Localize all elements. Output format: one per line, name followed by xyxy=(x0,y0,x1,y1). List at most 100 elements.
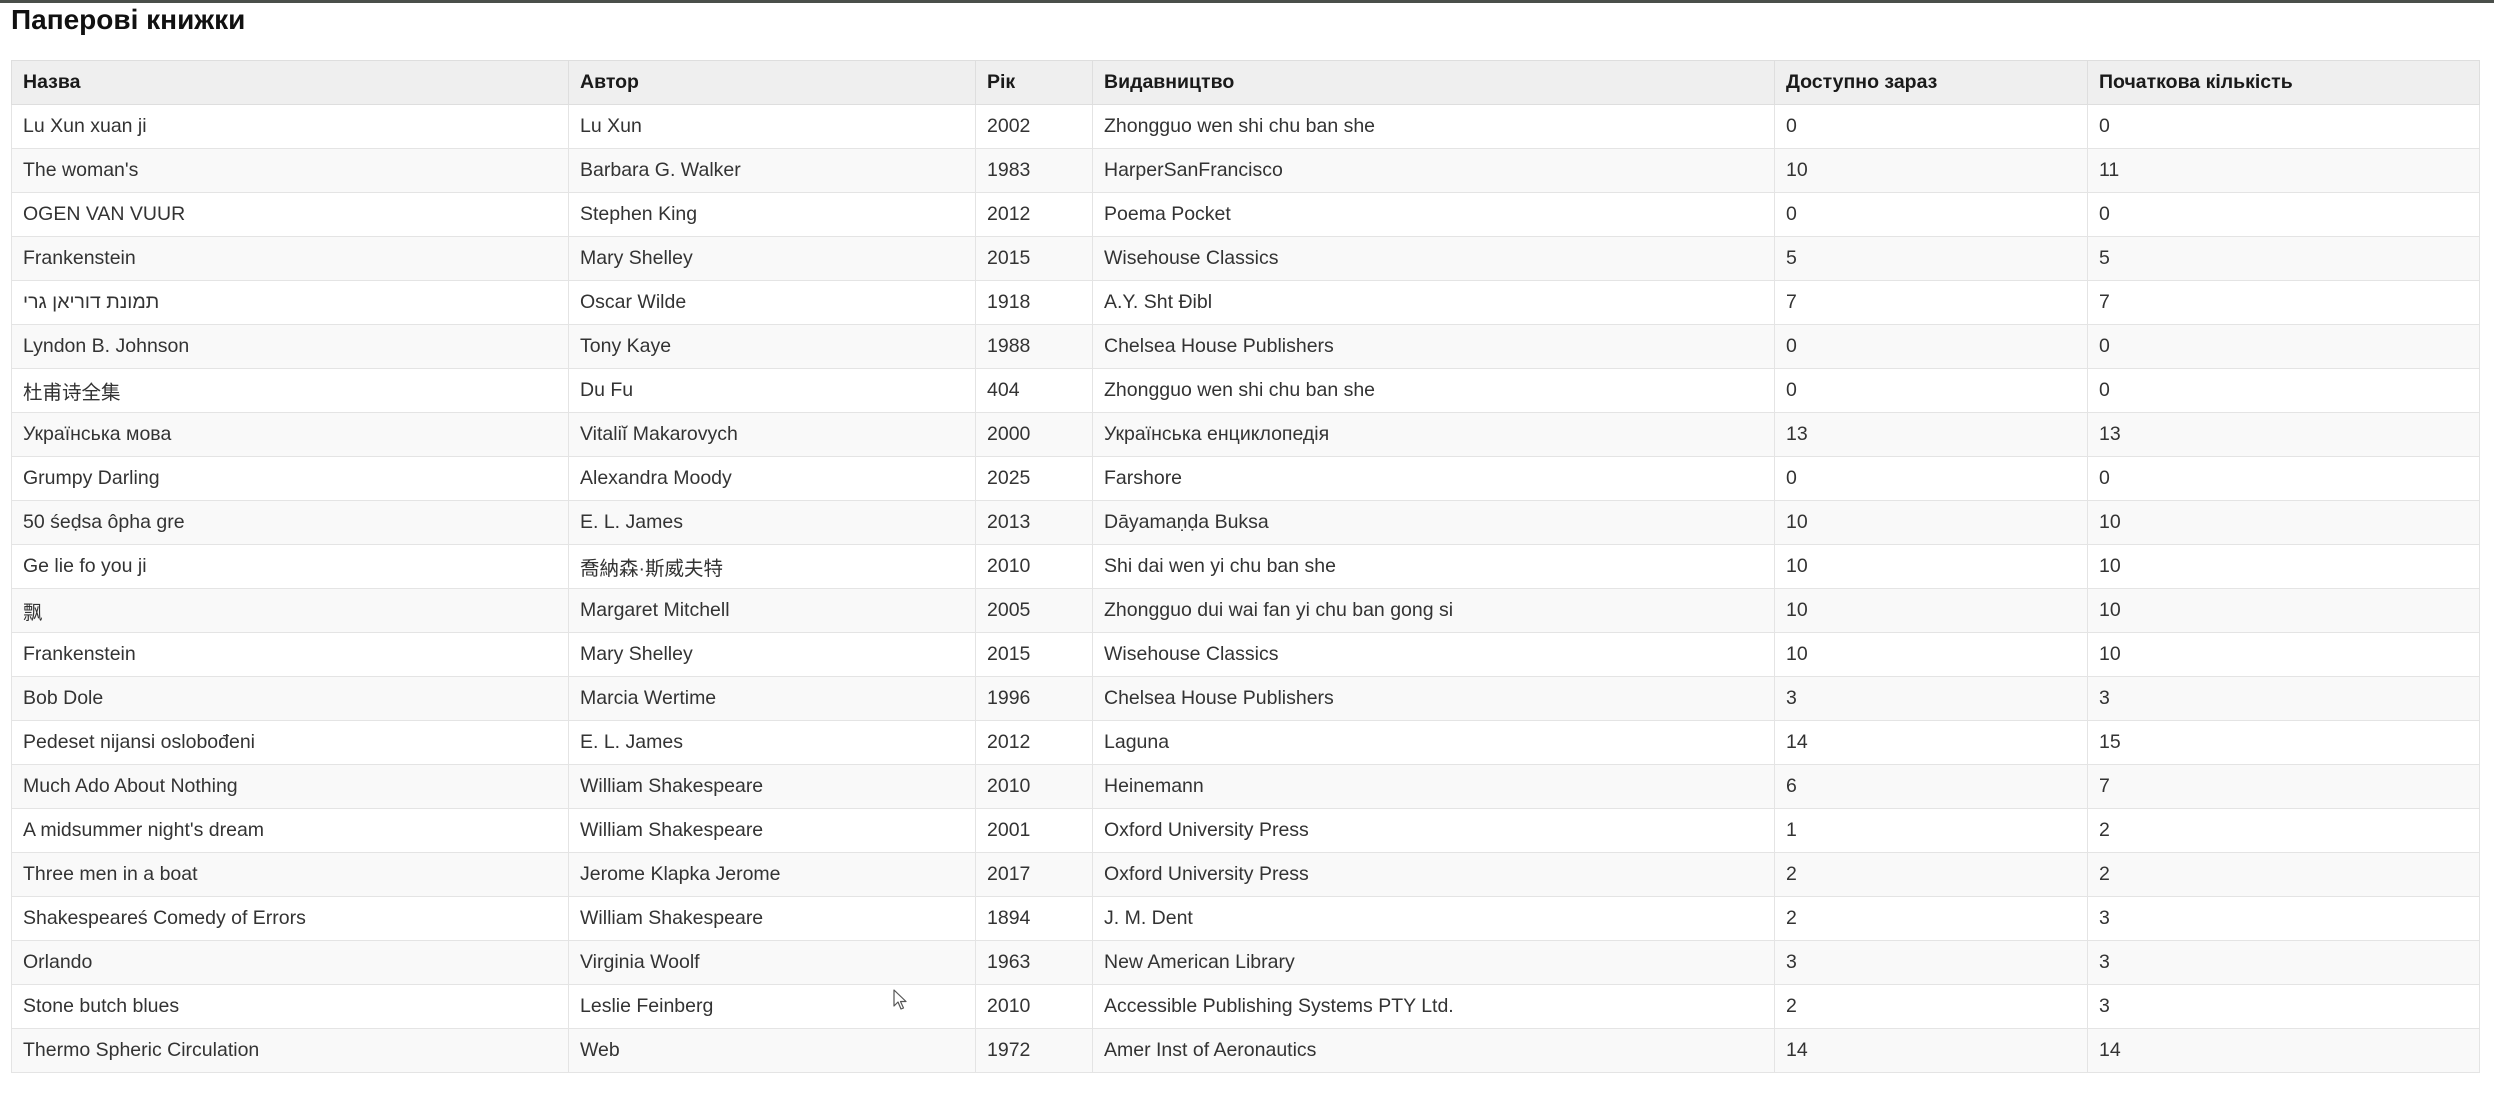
cell-initial-quantity: 0 xyxy=(2087,104,2480,149)
column-header-initial-quantity[interactable]: Початкова кількість xyxy=(2087,60,2480,105)
books-table-container: Назва Автор Рік Видавництво Доступно зар… xyxy=(11,60,2480,1073)
cell-year: 2012 xyxy=(975,192,1093,237)
top-divider xyxy=(0,0,2494,3)
cell-year: 404 xyxy=(975,368,1093,413)
cell-initial-quantity: 10 xyxy=(2087,544,2480,589)
cell-initial-quantity: 3 xyxy=(2087,984,2480,1029)
cell-available: 2 xyxy=(1774,984,2088,1029)
cell-title: OGEN VAN VUUR xyxy=(11,192,569,237)
cell-available: 5 xyxy=(1774,236,2088,281)
table-row[interactable]: Українська мова Vitaliĭ Makarovych 2000 Укр… xyxy=(11,412,2480,457)
table-row[interactable]: Ge lie fo you ji 喬納森·斯威夫特 2010 Shi dai wen … xyxy=(11,544,2480,589)
cell-year: 2015 xyxy=(975,632,1093,677)
cell-title: Frankenstein xyxy=(11,236,569,281)
table-row[interactable]: Thermo Spheric Circulation Web 1972 Amer In… xyxy=(11,1028,2480,1073)
table-row[interactable]: Shakespeareś Comedy of Errors William Sha… xyxy=(11,896,2480,941)
cell-available: 2 xyxy=(1774,852,2088,897)
cell-title: 50 śeḍsa ôpha gre xyxy=(11,500,569,545)
cell-publisher: Dāyamaṇḍa Buksa xyxy=(1092,500,1775,545)
cell-initial-quantity: 7 xyxy=(2087,764,2480,809)
table-row[interactable]: 飘 Margaret Mitchell 2005 Zhongguo dui wai f… xyxy=(11,588,2480,633)
cell-author: E. L. James xyxy=(568,720,976,765)
cell-year: 2017 xyxy=(975,852,1093,897)
cell-available: 6 xyxy=(1774,764,2088,809)
table-row[interactable]: A midsummer night's dream William Shakesp… xyxy=(11,808,2480,853)
cell-available: 1 xyxy=(1774,808,2088,853)
table-row[interactable]: Lu Xun xuan ji Lu Xun 2002 Zhongguo wen shi… xyxy=(11,104,2480,149)
cell-publisher: Wisehouse Classics xyxy=(1092,236,1775,281)
table-row[interactable]: 50 śeḍsa ôpha gre E. L. James 2013 Dāyamaṇḍ… xyxy=(11,500,2480,545)
cell-publisher: J. M. Dent xyxy=(1092,896,1775,941)
column-header-author[interactable]: Автор xyxy=(568,60,976,105)
cell-publisher: Zhongguo wen shi chu ban she xyxy=(1092,368,1775,413)
cell-year: 1996 xyxy=(975,676,1093,721)
column-header-title[interactable]: Назва xyxy=(11,60,569,105)
cell-author: Alexandra Moody xyxy=(568,456,976,501)
table-row[interactable]: Grumpy Darling Alexandra Moody 2025 Farshor… xyxy=(11,456,2480,501)
paper-books-table: Назва Автор Рік Видавництво Доступно зар… xyxy=(11,60,2480,1073)
cell-publisher: Amer Inst of Aeronautics xyxy=(1092,1028,1775,1073)
table-row[interactable]: Bob Dole Marcia Wertime 1996 Chelsea House … xyxy=(11,676,2480,721)
cell-title: The woman's xyxy=(11,148,569,193)
column-header-year[interactable]: Рік xyxy=(975,60,1093,105)
cell-available: 0 xyxy=(1774,324,2088,369)
cell-year: 2001 xyxy=(975,808,1093,853)
cell-available: 10 xyxy=(1774,544,2088,589)
cell-publisher: Accessible Publishing Systems PTY Ltd. xyxy=(1092,984,1775,1029)
cell-title: Lu Xun xuan ji xyxy=(11,104,569,149)
cell-title: Pedeset nijansi oslobođeni xyxy=(11,720,569,765)
cell-year: 2013 xyxy=(975,500,1093,545)
cell-initial-quantity: 2 xyxy=(2087,852,2480,897)
table-row[interactable]: Stone butch blues Leslie Feinberg 2010 Acce… xyxy=(11,984,2480,1029)
cell-author: Stephen King xyxy=(568,192,976,237)
cell-author: William Shakespeare xyxy=(568,764,976,809)
cell-available: 3 xyxy=(1774,676,2088,721)
cell-year: 2005 xyxy=(975,588,1093,633)
table-row[interactable]: Orlando Virginia Woolf 1963 New American Li… xyxy=(11,940,2480,985)
cell-publisher: Chelsea House Publishers xyxy=(1092,676,1775,721)
cell-available: 14 xyxy=(1774,1028,2088,1073)
cell-author: Leslie Feinberg xyxy=(568,984,976,1029)
cell-author: Du Fu xyxy=(568,368,976,413)
cell-author: 喬納森·斯威夫特 xyxy=(568,544,976,589)
cell-initial-quantity: 10 xyxy=(2087,632,2480,677)
cell-available: 14 xyxy=(1774,720,2088,765)
table-row[interactable]: Three men in a boat Jerome Klapka Jerome 2… xyxy=(11,852,2480,897)
table-row[interactable]: OGEN VAN VUUR Stephen King 2012 Poema Pocke… xyxy=(11,192,2480,237)
cell-year: 1972 xyxy=(975,1028,1093,1073)
column-header-publisher[interactable]: Видавництво xyxy=(1092,60,1775,105)
table-row[interactable]: תמונת דוריאן גרי Oscar Wilde 1918 A.Y. Sht … xyxy=(11,280,2480,325)
cell-initial-quantity: 0 xyxy=(2087,368,2480,413)
table-row[interactable]: Frankenstein Mary Shelley 2015 Wisehouse Cl… xyxy=(11,236,2480,281)
cell-available: 0 xyxy=(1774,456,2088,501)
cell-title: Much Ado About Nothing xyxy=(11,764,569,809)
cell-initial-quantity: 11 xyxy=(2087,148,2480,193)
cell-year: 2012 xyxy=(975,720,1093,765)
cell-publisher: Zhongguo wen shi chu ban she xyxy=(1092,104,1775,149)
mouse-pointer-icon xyxy=(893,989,907,1010)
cell-title: Bob Dole xyxy=(11,676,569,721)
cell-title: 飘 xyxy=(11,588,569,633)
cell-title: Thermo Spheric Circulation xyxy=(11,1028,569,1073)
cell-initial-quantity: 13 xyxy=(2087,412,2480,457)
cell-year: 1894 xyxy=(975,896,1093,941)
cell-initial-quantity: 15 xyxy=(2087,720,2480,765)
cell-author: Mary Shelley xyxy=(568,632,976,677)
table-row[interactable]: Frankenstein Mary Shelley 2015 Wisehouse Cl… xyxy=(11,632,2480,677)
cell-available: 10 xyxy=(1774,500,2088,545)
table-row[interactable]: Much Ado About Nothing William Shakespear… xyxy=(11,764,2480,809)
cell-initial-quantity: 0 xyxy=(2087,456,2480,501)
table-row[interactable]: The woman's Barbara G. Walker 1983 HarperSa… xyxy=(11,148,2480,193)
column-header-available[interactable]: Доступно зараз xyxy=(1774,60,2088,105)
cell-title: תמונת דוריאן גרי xyxy=(11,280,569,325)
table-row[interactable]: 杜甫诗全集 Du Fu 404 Zhongguo wen shi chu ban sh… xyxy=(11,368,2480,413)
cell-available: 7 xyxy=(1774,280,2088,325)
cell-year: 1963 xyxy=(975,940,1093,985)
cell-author: Virginia Woolf xyxy=(568,940,976,985)
cell-initial-quantity: 3 xyxy=(2087,676,2480,721)
cell-publisher: New American Library xyxy=(1092,940,1775,985)
table-row[interactable]: Lyndon B. Johnson Tony Kaye 1988 Chelsea Ho… xyxy=(11,324,2480,369)
table-row[interactable]: Pedeset nijansi oslobođeni E. L. James 201… xyxy=(11,720,2480,765)
cell-year: 1918 xyxy=(975,280,1093,325)
cell-title: Three men in a boat xyxy=(11,852,569,897)
